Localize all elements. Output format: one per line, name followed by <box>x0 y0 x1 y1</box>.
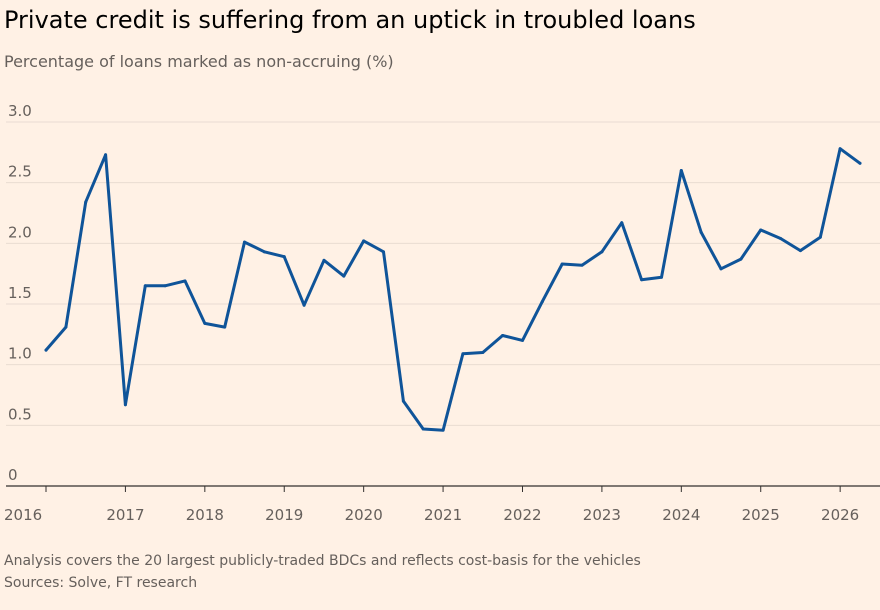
data-point <box>64 325 68 329</box>
data-point <box>520 338 524 342</box>
x-tick-label: 2018 <box>186 506 224 524</box>
x-tick-label: 2024 <box>662 506 700 524</box>
chart-subtitle: Percentage of loans marked as non-accrui… <box>4 52 394 71</box>
data-point <box>143 284 147 288</box>
data-point <box>659 275 663 279</box>
data-point <box>123 403 127 407</box>
data-point <box>223 325 227 329</box>
x-tick-label: 2022 <box>503 506 541 524</box>
chart-source: Sources: Solve, FT research <box>4 575 198 591</box>
x-tick-label: 2026 <box>821 506 859 524</box>
y-axis-ticks: 0 0.5 1.0 1.5 2.0 2.5 3.0 <box>8 102 32 484</box>
y-tick-label: 2.5 <box>8 163 32 181</box>
series-layer <box>44 147 862 432</box>
data-point <box>104 153 108 157</box>
x-tick-label: 2025 <box>742 506 780 524</box>
data-point <box>461 352 465 356</box>
x-tick-label: 2016 <box>4 506 42 524</box>
x-tick-label: 2019 <box>265 506 303 524</box>
x-tick-label: 2020 <box>345 506 383 524</box>
data-point <box>580 263 584 267</box>
x-tick-label: 2021 <box>424 506 462 524</box>
data-point <box>560 262 564 266</box>
y-tick-label: 0.5 <box>8 405 32 423</box>
chart-note: Analysis covers the 20 largest publicly-… <box>4 553 641 569</box>
data-point <box>382 250 386 254</box>
data-point <box>401 399 405 403</box>
data-point <box>203 321 207 325</box>
x-axis-ticks: 2016 2017 2018 2019 2020 2021 2022 2023 2024 2025… <box>4 486 859 524</box>
data-point <box>84 200 88 204</box>
data-point <box>44 348 48 352</box>
y-tick-label: 1.5 <box>8 284 32 302</box>
data-point <box>481 351 485 355</box>
data-point <box>163 284 167 288</box>
x-tick-label: 2023 <box>583 506 621 524</box>
data-point <box>441 428 445 432</box>
data-point <box>262 250 266 254</box>
data-point <box>600 250 604 254</box>
data-point <box>759 228 763 232</box>
data-point <box>421 427 425 431</box>
data-point <box>858 161 862 165</box>
data-point <box>282 255 286 259</box>
data-point <box>302 303 306 307</box>
data-point <box>640 278 644 282</box>
data-point <box>183 279 187 283</box>
data-point <box>818 235 822 239</box>
data-point <box>739 257 743 261</box>
data-point <box>342 274 346 278</box>
data-point <box>838 147 842 151</box>
data-point <box>798 249 802 253</box>
data-point <box>362 239 366 243</box>
line-chart: 0 0.5 1.0 1.5 2.0 2.5 3.0 2016 2017 2018 2019 2020… <box>4 102 880 524</box>
data-point <box>501 334 505 338</box>
chart-title: Private credit is suffering from an upti… <box>4 6 696 34</box>
data-point <box>540 300 544 304</box>
data-point <box>779 236 783 240</box>
series-line <box>44 147 862 432</box>
data-point <box>719 267 723 271</box>
data-point <box>679 169 683 173</box>
y-tick-label: 1.0 <box>8 345 32 363</box>
data-point <box>699 230 703 234</box>
y-tick-label: 2.0 <box>8 223 32 241</box>
y-tick-label: 3.0 <box>8 102 32 120</box>
data-point <box>322 258 326 262</box>
x-tick-label: 2017 <box>106 506 144 524</box>
data-point <box>620 221 624 225</box>
y-tick-label: 0 <box>8 466 18 484</box>
data-point <box>243 240 247 244</box>
